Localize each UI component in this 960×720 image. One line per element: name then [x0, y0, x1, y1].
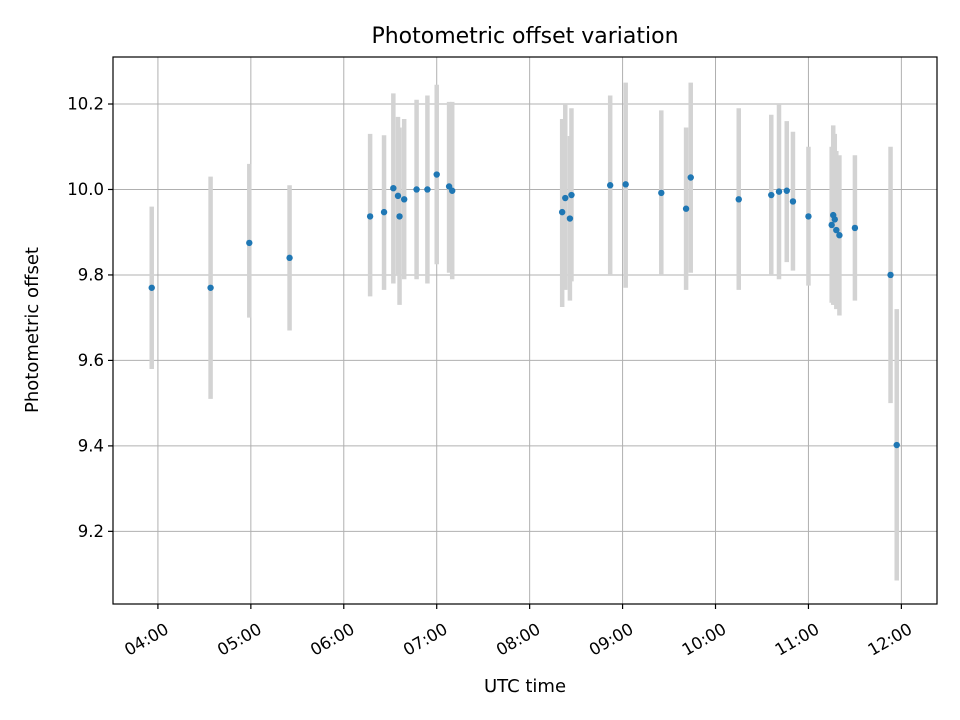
data-point	[433, 171, 440, 178]
data-point	[449, 187, 456, 194]
errorbar-layer	[149, 82, 899, 581]
data-point	[380, 208, 388, 216]
data-point	[606, 182, 614, 189]
x-tick-label: 06:00	[307, 619, 358, 659]
data-point	[658, 189, 665, 197]
y-axis-ticks: 9.2 9.4 9.6 9.8 10.0 10.2	[67, 95, 113, 541]
data-point	[833, 226, 840, 234]
x-tick-label: 04:00	[121, 619, 172, 659]
data-point	[246, 239, 253, 247]
data-point	[687, 174, 694, 181]
y-tick-label: 9.2	[78, 522, 104, 541]
data-point	[775, 188, 783, 195]
grid-layer	[113, 57, 937, 604]
x-tick-label: 05:00	[214, 619, 265, 659]
data-point	[851, 224, 859, 232]
x-axis-label: UTC time	[484, 676, 566, 697]
data-point	[562, 194, 569, 202]
data-point	[400, 196, 408, 203]
data-point	[682, 205, 690, 212]
data-point	[390, 184, 397, 192]
data-point	[396, 213, 403, 220]
x-tick-label: 08:00	[493, 619, 544, 659]
data-point	[148, 284, 155, 291]
data-point	[768, 191, 775, 199]
data-point	[831, 216, 838, 223]
data-point	[424, 186, 431, 193]
y-tick-label: 9.4	[78, 436, 104, 455]
data-point	[366, 213, 374, 220]
x-tick-label: 11:00	[772, 619, 823, 659]
data-point	[558, 208, 566, 216]
data-point	[413, 186, 420, 193]
x-tick-label: 07:00	[400, 619, 451, 659]
data-point	[828, 221, 835, 229]
y-tick-label: 9.6	[78, 351, 104, 370]
y-tick-label: 9.8	[78, 265, 104, 284]
y-axis-label: Photometric offset	[22, 247, 43, 413]
x-tick-label: 09:00	[586, 619, 637, 659]
point-layer	[148, 171, 900, 449]
data-point	[568, 191, 575, 199]
data-point	[566, 215, 574, 222]
data-point	[836, 232, 843, 239]
data-point	[783, 187, 790, 194]
data-point	[622, 181, 629, 188]
data-point	[286, 254, 293, 262]
data-point	[893, 441, 900, 449]
data-point	[207, 284, 214, 291]
y-tick-label: 10.2	[67, 95, 104, 114]
y-tick-label: 10.0	[67, 180, 104, 199]
data-point	[887, 271, 894, 279]
chart-title: Photometric offset variation	[371, 24, 678, 49]
x-axis-ticks: 04:00 05:00 06:00 07:00 08:00 09:00 10:00 11:00…	[121, 604, 915, 660]
data-point	[735, 196, 742, 203]
plot-frame	[112, 56, 938, 605]
x-tick-label: 12:00	[865, 619, 916, 659]
data-point	[805, 213, 812, 220]
data-point	[789, 198, 797, 205]
x-tick-label: 10:00	[679, 619, 730, 659]
data-point	[394, 192, 402, 200]
